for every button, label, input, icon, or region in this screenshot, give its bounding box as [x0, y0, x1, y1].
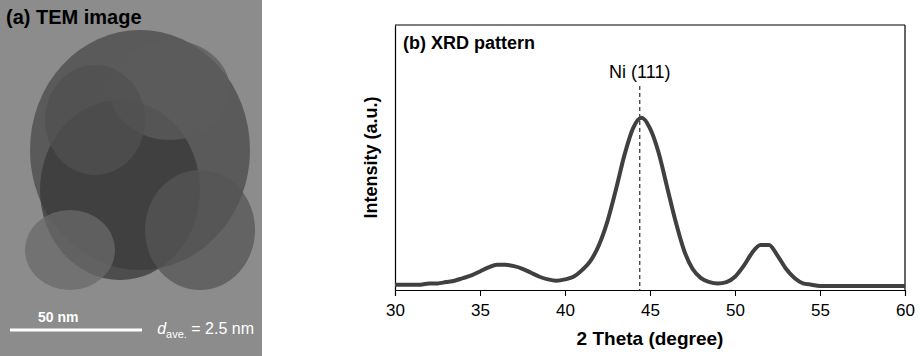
x-tick: 35: [471, 290, 490, 320]
x-tick: 45: [641, 290, 660, 320]
x-tick-mark: [565, 290, 566, 296]
plot-marks: [395, 118, 905, 286]
tem-particle-cluster: [25, 210, 115, 290]
size-text: = 2.5 nm: [187, 320, 254, 337]
x-tick: 30: [386, 290, 405, 320]
frame-right: [904, 25, 905, 290]
x-tick-label: 35: [471, 301, 490, 320]
y-axis: [395, 26, 396, 291]
x-tick-mark: [395, 290, 396, 296]
x-tick: 60: [896, 290, 915, 320]
x-tick: 40: [556, 290, 575, 320]
scale-bar-label: 50 nm: [38, 309, 78, 325]
xrd-panel: 30 35 40 45 50 55 60 Ni (111) (b) XRD pattern 2 T…: [361, 25, 915, 349]
panel-title: (a) TEM image: [6, 6, 142, 28]
tem-image: [0, 0, 262, 356]
y-axis-line: [395, 26, 396, 291]
x-tick-mark: [905, 290, 906, 296]
x-tick-label: 50: [726, 301, 745, 320]
chart-title: (b) XRD pattern: [403, 33, 535, 53]
size-subscript: ave.: [166, 328, 187, 340]
tem-particle-cluster: [45, 65, 145, 175]
scale-bar: [10, 329, 142, 332]
x-tick-mark: [650, 290, 651, 296]
x-tick-label: 30: [386, 301, 405, 320]
tem-particle-cluster: [145, 170, 255, 290]
figure: (a) TEM image 50 nm dave. = 2.5 nm 30 35 40 45…: [0, 0, 920, 356]
xrd-line: [395, 118, 905, 286]
y-axis-title: Intensity (a.u.): [361, 96, 381, 218]
x-tick-label: 60: [896, 301, 915, 320]
x-tick-mark: [480, 290, 481, 296]
x-tick-label: 55: [811, 301, 830, 320]
x-tick-mark: [820, 290, 821, 296]
x-tick-label: 45: [641, 301, 660, 320]
x-tick: 50: [726, 290, 745, 320]
x-tick-mark: [735, 290, 736, 296]
tem-panel: (a) TEM image 50 nm dave. = 2.5 nm: [0, 0, 262, 356]
x-tick-label: 40: [556, 301, 575, 320]
annotation-label: Ni (111): [609, 62, 670, 82]
size-annotation: dave. = 2.5 nm: [157, 320, 254, 340]
x-axis: 30 35 40 45 50 55 60: [386, 290, 915, 320]
frame-top: [395, 24, 905, 25]
x-tick: 55: [811, 290, 830, 320]
x-axis-title: 2 Theta (degree): [577, 328, 724, 349]
x-axis-line: [396, 291, 906, 297]
